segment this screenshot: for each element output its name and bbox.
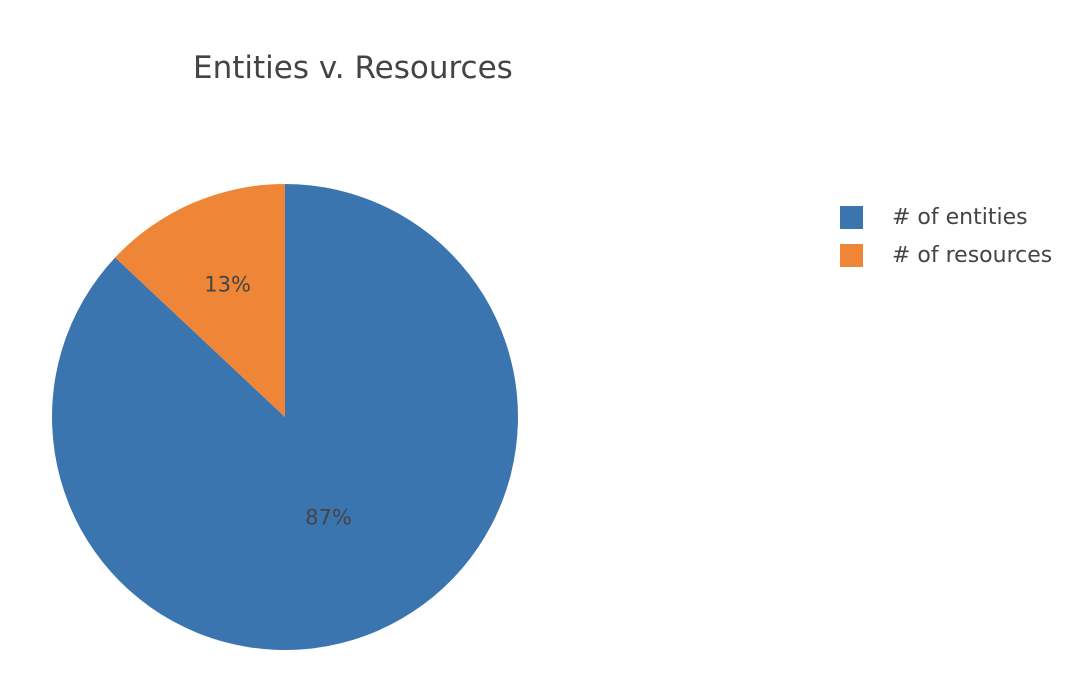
pie-slice-entities[interactable] <box>51 184 518 650</box>
legend-swatch-resources <box>840 243 863 267</box>
pie-slice-resources[interactable] <box>115 184 286 417</box>
legend-swatch-entities <box>840 205 863 229</box>
legend-label-entities: # of entities <box>892 204 1028 230</box>
legend-item-resources[interactable]: # of resources <box>840 236 1052 274</box>
legend-item-entities[interactable]: # of entities <box>840 198 1052 236</box>
chart-title: Entities v. Resources <box>193 50 513 86</box>
legend: # of entities # of resources <box>840 198 1052 274</box>
pie-slice-label-entities: 87% <box>305 506 352 530</box>
legend-label-resources: # of resources <box>892 242 1053 268</box>
pie-slice-label-resources: 13% <box>204 272 251 296</box>
